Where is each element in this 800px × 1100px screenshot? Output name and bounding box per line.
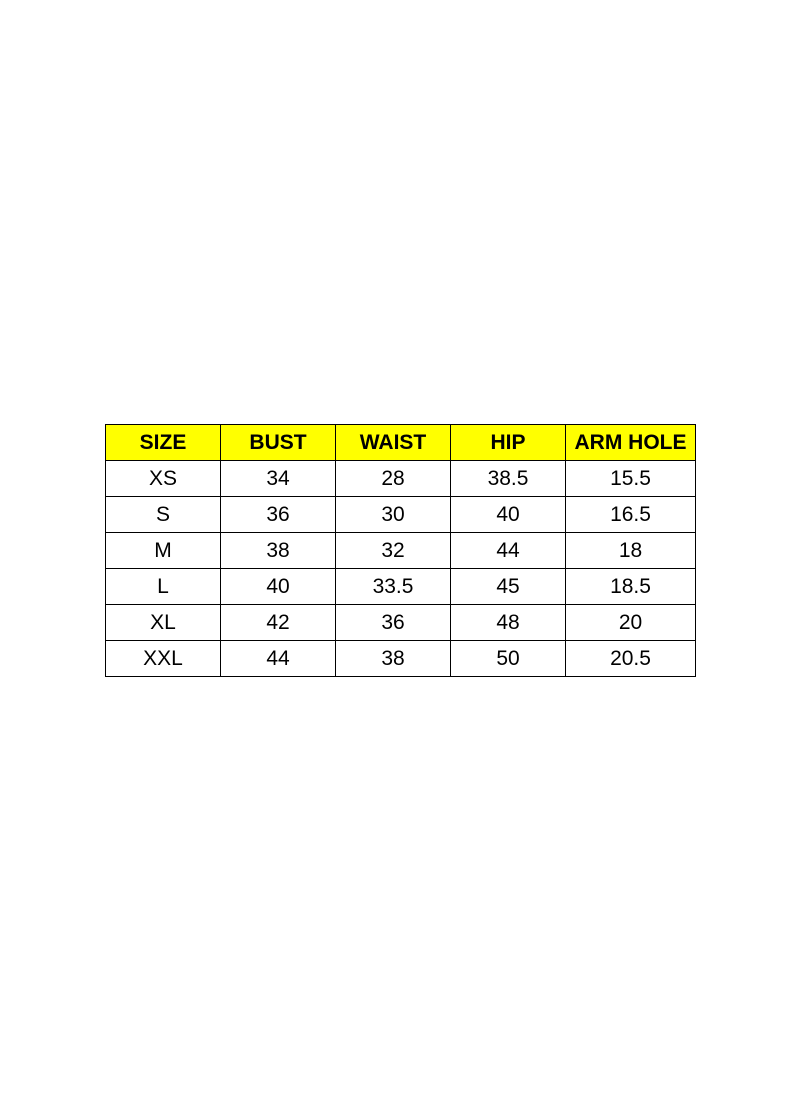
size-chart-table: SIZE BUST WAIST HIP ARM HOLE XS 34 28 38.5 1… xyxy=(105,424,696,677)
header-hip: HIP xyxy=(450,424,566,461)
table-cell: XL xyxy=(105,604,221,641)
table-row: L 40 33.5 45 18.5 xyxy=(105,568,696,605)
table-cell: 38.5 xyxy=(450,460,566,497)
table-cell: 40 xyxy=(220,568,336,605)
table-row: M 38 32 44 18 xyxy=(105,532,696,569)
table-cell: 50 xyxy=(450,640,566,677)
table-cell: 42 xyxy=(220,604,336,641)
table-row: XL 42 36 48 20 xyxy=(105,604,696,641)
table-cell: 48 xyxy=(450,604,566,641)
table-cell: 20.5 xyxy=(565,640,696,677)
table-cell: 34 xyxy=(220,460,336,497)
header-bust: BUST xyxy=(220,424,336,461)
table-cell: 40 xyxy=(450,496,566,533)
table-cell: 18.5 xyxy=(565,568,696,605)
table-cell: 44 xyxy=(220,640,336,677)
table-cell: 18 xyxy=(565,532,696,569)
table-cell: 30 xyxy=(335,496,451,533)
table-cell: 16.5 xyxy=(565,496,696,533)
table-cell: 44 xyxy=(450,532,566,569)
table-cell: 20 xyxy=(565,604,696,641)
table-cell: S xyxy=(105,496,221,533)
header-arm-hole: ARM HOLE xyxy=(565,424,696,461)
header-row: SIZE BUST WAIST HIP ARM HOLE xyxy=(105,424,696,461)
table-cell: 33.5 xyxy=(335,568,451,605)
header-waist: WAIST xyxy=(335,424,451,461)
table-row: XXL 44 38 50 20.5 xyxy=(105,640,696,677)
table-cell: 45 xyxy=(450,568,566,605)
table-cell: 28 xyxy=(335,460,451,497)
table-row: XS 34 28 38.5 15.5 xyxy=(105,460,696,497)
table-cell: 36 xyxy=(220,496,336,533)
header-size: SIZE xyxy=(105,424,221,461)
table-row: S 36 30 40 16.5 xyxy=(105,496,696,533)
table-cell: M xyxy=(105,532,221,569)
table-cell: 38 xyxy=(335,640,451,677)
table-cell: XS xyxy=(105,460,221,497)
table-cell: 15.5 xyxy=(565,460,696,497)
table-cell: 38 xyxy=(220,532,336,569)
table-cell: 32 xyxy=(335,532,451,569)
table-cell: 36 xyxy=(335,604,451,641)
table-cell: XXL xyxy=(105,640,221,677)
table-cell: L xyxy=(105,568,221,605)
